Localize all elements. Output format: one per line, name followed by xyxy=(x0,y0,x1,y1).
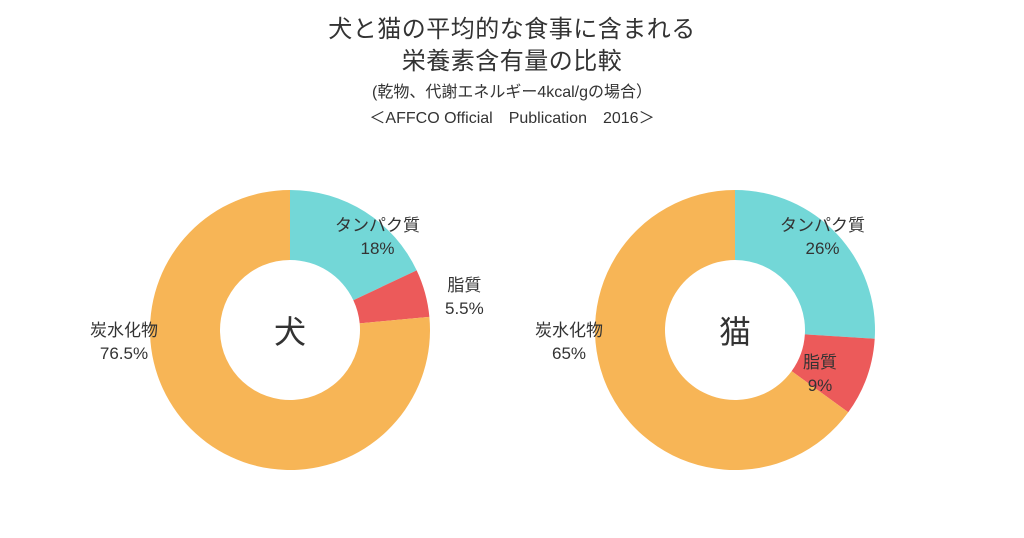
charts-container: 犬タンパク質18%脂質5.5%炭水化物76.5% 猫タンパク質26%脂質9%炭水化… xyxy=(0,140,1024,538)
title-line-2: 栄養素含有量の比較 xyxy=(0,46,1024,78)
donut-chart-dog: 犬タンパク質18%脂質5.5%炭水化物76.5% xyxy=(150,190,430,470)
chart-header: 犬と猫の平均的な食事に含まれる 栄養素含有量の比較 (乾物、代謝エネルギー4kc… xyxy=(0,0,1024,131)
slice-label-name: 炭水化物 xyxy=(90,320,158,343)
slice-label-name: 炭水化物 xyxy=(535,320,603,343)
donut-chart-cat: 猫タンパク質26%脂質9%炭水化物65% xyxy=(595,190,875,470)
title-line-1: 犬と猫の平均的な食事に含まれる xyxy=(0,14,1024,46)
slice-label-value: 65% xyxy=(535,343,603,366)
subtitle-line-2: ＜AFFCO Official Publication 2016＞ xyxy=(0,107,1024,131)
slice-label-dog-carb: 炭水化物76.5% xyxy=(90,320,158,366)
slice-label-value: 5.5% xyxy=(445,298,484,321)
slice-label-dog-fat: 脂質5.5% xyxy=(445,275,484,321)
slice-label-value: 76.5% xyxy=(90,343,158,366)
slice-cat-protein xyxy=(735,190,875,339)
subtitle-line-1: (乾物、代謝エネルギー4kcal/gの場合） xyxy=(0,81,1024,105)
slice-label-cat-carb: 炭水化物65% xyxy=(535,320,603,366)
slice-label-name: 脂質 xyxy=(445,275,484,298)
